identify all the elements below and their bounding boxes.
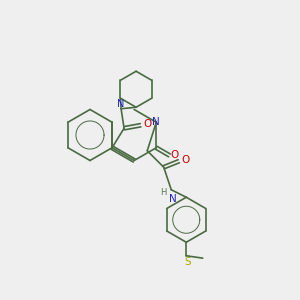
Text: N: N [169, 194, 177, 204]
Text: N: N [152, 117, 160, 127]
Text: O: O [181, 155, 190, 165]
Text: H: H [160, 188, 167, 197]
Text: N: N [117, 99, 125, 109]
Text: O: O [143, 119, 151, 129]
Text: O: O [171, 150, 179, 161]
Text: S: S [184, 257, 191, 267]
